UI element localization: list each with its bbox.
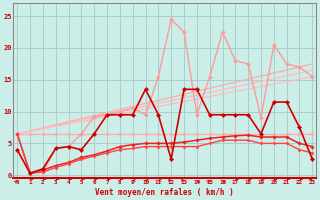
X-axis label: Vent moyen/en rafales ( km/h ): Vent moyen/en rafales ( km/h )	[95, 188, 234, 197]
